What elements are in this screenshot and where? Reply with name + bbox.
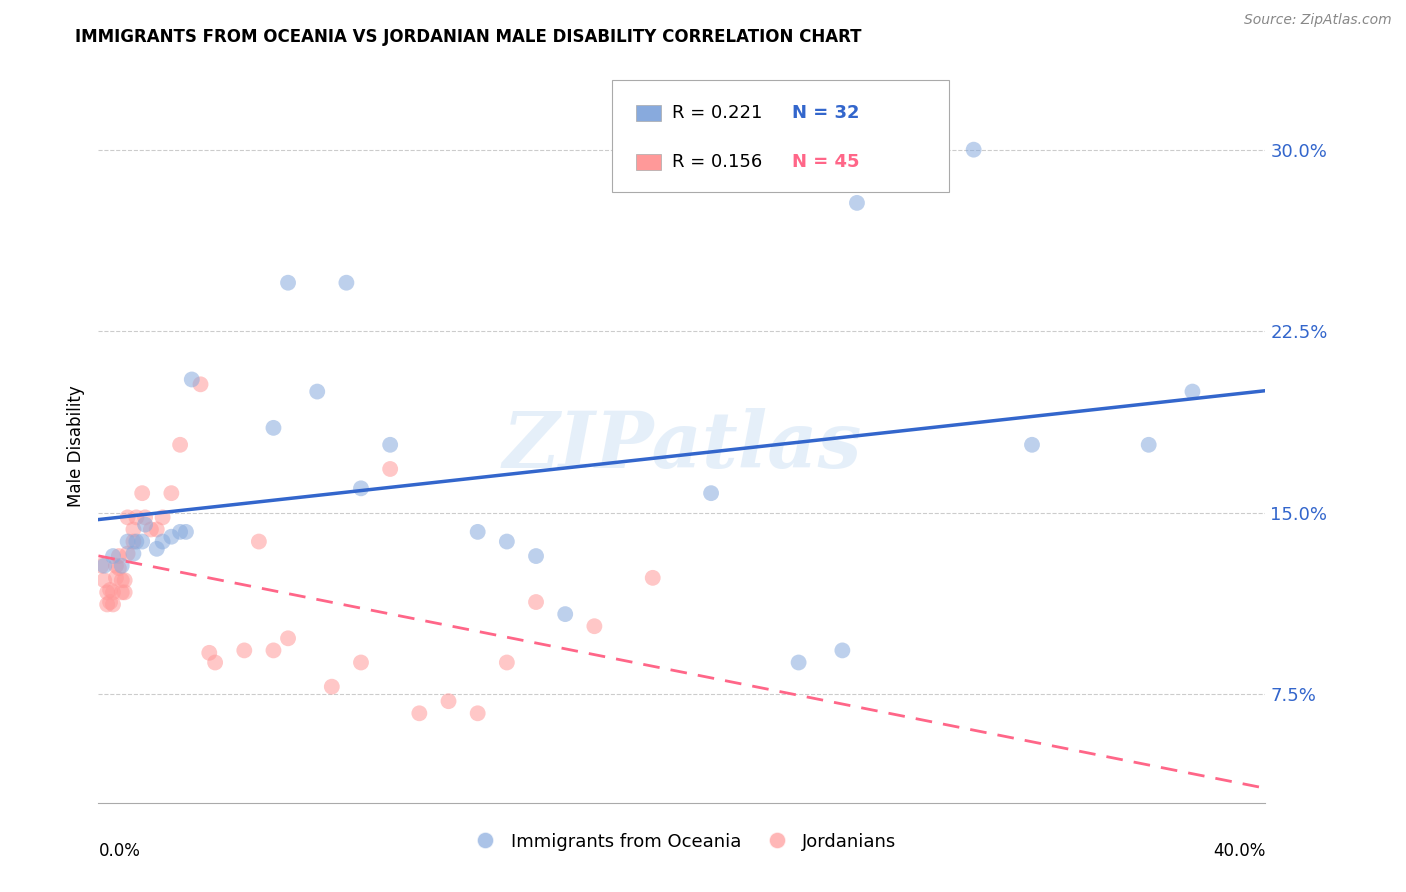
Point xyxy=(380,438,402,452)
Legend: Immigrants from Oceania, Jordanians: Immigrants from Oceania, Jordanians xyxy=(460,826,904,858)
Point xyxy=(321,680,343,694)
Point xyxy=(152,510,174,524)
Point xyxy=(700,486,723,500)
Point xyxy=(111,558,134,573)
Point xyxy=(134,510,156,524)
Point xyxy=(90,558,112,573)
Point xyxy=(846,195,869,210)
Point xyxy=(131,534,153,549)
Point xyxy=(408,706,430,721)
Point xyxy=(467,706,489,721)
Point xyxy=(262,643,284,657)
Point xyxy=(125,534,148,549)
Point xyxy=(554,607,576,621)
Point xyxy=(101,549,124,563)
Point xyxy=(204,656,226,670)
Point xyxy=(1137,438,1160,452)
Point xyxy=(96,598,118,612)
Y-axis label: Male Disability: Male Disability xyxy=(66,385,84,507)
Text: 40.0%: 40.0% xyxy=(1213,842,1265,860)
Text: R = 0.221: R = 0.221 xyxy=(672,104,762,122)
Point xyxy=(496,656,519,670)
Point xyxy=(125,510,148,524)
Point xyxy=(152,534,174,549)
Point xyxy=(104,571,127,585)
Point xyxy=(380,462,402,476)
Point xyxy=(277,632,299,646)
Text: N = 32: N = 32 xyxy=(792,104,859,122)
Point xyxy=(262,421,284,435)
Text: IMMIGRANTS FROM OCEANIA VS JORDANIAN MALE DISABILITY CORRELATION CHART: IMMIGRANTS FROM OCEANIA VS JORDANIAN MAL… xyxy=(75,29,862,46)
Point xyxy=(114,574,136,588)
Point xyxy=(146,523,169,537)
Point xyxy=(104,558,127,573)
Point xyxy=(496,534,519,549)
Point xyxy=(335,276,357,290)
Point xyxy=(108,561,131,575)
Point xyxy=(146,541,169,556)
Point xyxy=(93,574,115,588)
Point xyxy=(111,585,134,599)
Point xyxy=(524,595,547,609)
Point xyxy=(134,517,156,532)
Point xyxy=(98,595,121,609)
Point xyxy=(122,534,145,549)
Point xyxy=(117,534,139,549)
Point xyxy=(98,582,121,597)
Point xyxy=(101,585,124,599)
Point xyxy=(160,530,183,544)
Point xyxy=(350,481,373,495)
Point xyxy=(831,643,853,657)
Text: N = 45: N = 45 xyxy=(792,153,859,170)
Point xyxy=(190,377,212,392)
Point xyxy=(117,510,139,524)
Text: 0.0%: 0.0% xyxy=(98,842,141,860)
Point xyxy=(583,619,606,633)
Point xyxy=(101,598,124,612)
Point xyxy=(1181,384,1204,399)
Point xyxy=(108,549,131,563)
Point xyxy=(117,547,139,561)
Point xyxy=(641,571,664,585)
Point xyxy=(787,656,810,670)
Point xyxy=(307,384,329,399)
Text: ZIPatlas: ZIPatlas xyxy=(502,408,862,484)
Point xyxy=(247,534,270,549)
Point xyxy=(111,574,134,588)
Point xyxy=(180,372,202,386)
Point xyxy=(96,585,118,599)
Point xyxy=(122,523,145,537)
Point xyxy=(277,276,299,290)
Point xyxy=(1021,438,1043,452)
Point xyxy=(93,558,115,573)
Point xyxy=(169,524,191,539)
Point xyxy=(962,143,984,157)
Point xyxy=(169,438,191,452)
Point xyxy=(233,643,256,657)
Point xyxy=(114,585,136,599)
Point xyxy=(139,523,162,537)
Point xyxy=(122,547,145,561)
Text: Source: ZipAtlas.com: Source: ZipAtlas.com xyxy=(1244,13,1392,28)
Point xyxy=(131,486,153,500)
Point xyxy=(467,524,489,539)
Text: R = 0.156: R = 0.156 xyxy=(672,153,762,170)
Point xyxy=(174,524,197,539)
Point xyxy=(160,486,183,500)
Point xyxy=(437,694,460,708)
Point xyxy=(524,549,547,563)
Point xyxy=(198,646,221,660)
Point xyxy=(350,656,373,670)
